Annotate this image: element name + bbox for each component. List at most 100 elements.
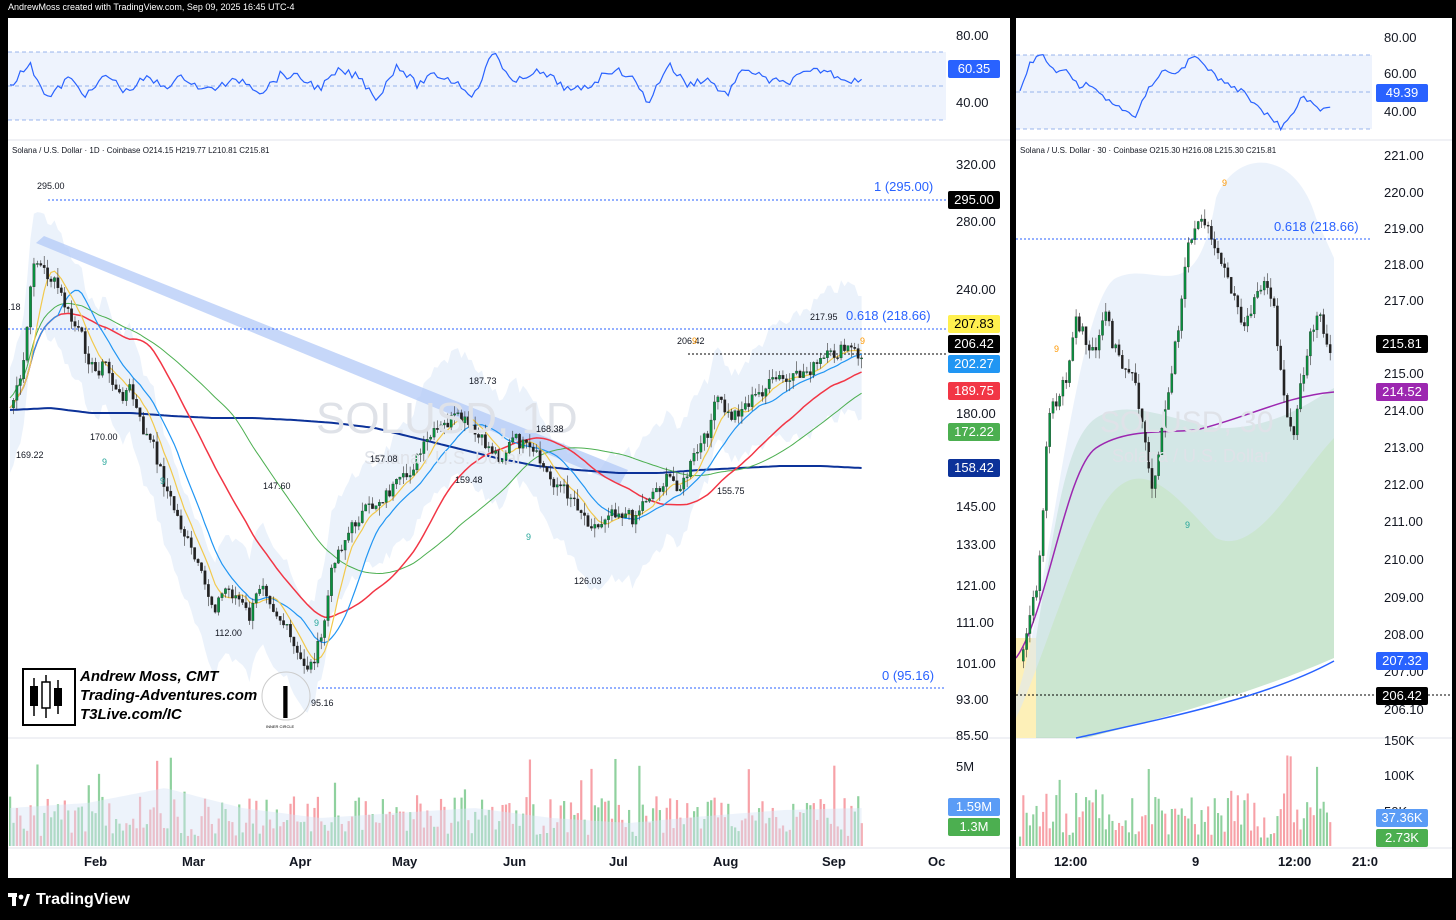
candle-body xyxy=(713,401,716,421)
volume-bar xyxy=(716,817,720,846)
volume-bar xyxy=(1184,815,1187,846)
volume-bar xyxy=(115,819,118,846)
volume-bar xyxy=(771,807,774,846)
volume-bar xyxy=(333,782,337,846)
candle-body xyxy=(555,484,559,488)
volume-bar xyxy=(672,828,675,846)
volume-bar xyxy=(576,813,579,846)
volume-bar xyxy=(12,822,15,846)
volume-bar xyxy=(525,797,528,846)
volume-bar xyxy=(737,831,740,846)
volume-bar xyxy=(1025,812,1028,846)
seq-count-mark: 9 xyxy=(102,457,108,467)
volume-bar xyxy=(768,817,771,846)
volume-bar xyxy=(286,820,289,846)
volume-bar xyxy=(313,807,316,846)
candle-body xyxy=(12,400,15,409)
candle-body xyxy=(196,559,200,563)
price-axis-label: 211.00 xyxy=(1384,514,1423,529)
volume-bar xyxy=(1174,808,1177,846)
price-axis-label: 111.00 xyxy=(956,615,994,630)
inner-circle-logo-icon: I INNER CIRCLE xyxy=(258,668,314,732)
candle-body xyxy=(832,350,836,358)
volume-bar xyxy=(32,815,36,846)
volume-bar xyxy=(1058,779,1061,846)
volume-bar xyxy=(84,831,87,846)
candle-body xyxy=(292,636,296,647)
volume-bar xyxy=(368,814,371,846)
candle-body xyxy=(128,384,132,391)
volume-bar xyxy=(176,816,179,846)
candle-body xyxy=(371,503,374,509)
candle-body xyxy=(808,371,812,376)
candle-body xyxy=(70,308,73,322)
time-axis-label: Sep xyxy=(822,854,846,869)
candle-body xyxy=(460,412,463,424)
intraday-chart-panel[interactable]: Solana / U.S. Dollar · 30 · Coinbase O21… xyxy=(1016,18,1452,878)
daily-chart-canvas[interactable] xyxy=(8,18,1010,878)
volume-bar xyxy=(1032,814,1035,846)
volume-bar xyxy=(166,828,169,846)
candle-body xyxy=(1256,291,1259,298)
candle-body xyxy=(1084,326,1088,346)
volume-bar xyxy=(323,824,326,846)
candle-body xyxy=(696,451,699,454)
daily-chart-panel[interactable]: Solana / U.S. Dollar · 1D · Coinbase O21… xyxy=(8,18,1010,878)
candle-body xyxy=(1097,335,1101,351)
candle-body xyxy=(1322,314,1325,334)
volume-bar xyxy=(118,823,121,846)
candle-body xyxy=(781,375,785,379)
time-axis-label: Mar xyxy=(182,854,206,869)
volume-bar xyxy=(1207,806,1210,846)
volume-bar xyxy=(405,830,408,846)
candle-body xyxy=(203,570,207,585)
volume-bar xyxy=(1256,826,1259,846)
volume-bar xyxy=(361,829,364,846)
volume-bar xyxy=(775,817,778,846)
candle-body xyxy=(1124,368,1127,370)
candle-body xyxy=(822,357,826,359)
candle-body xyxy=(25,326,29,361)
volume-bar xyxy=(268,819,272,846)
candle-body xyxy=(494,450,497,454)
candle-body xyxy=(518,433,521,449)
volume-bar xyxy=(374,822,378,846)
candle-body xyxy=(374,505,378,509)
candle-body xyxy=(596,524,600,528)
volume-bar xyxy=(292,796,296,846)
time-axis-label: 21:0 xyxy=(1352,854,1379,869)
volume-bar xyxy=(665,807,668,846)
candle-body xyxy=(1022,649,1025,662)
volume-bar xyxy=(169,757,172,846)
volume-bar xyxy=(53,811,56,846)
intraday-chart-canvas[interactable] xyxy=(1016,18,1452,878)
volume-bar xyxy=(1035,805,1038,846)
candle-body xyxy=(627,509,631,514)
candle-body xyxy=(1210,226,1213,240)
volume-bar xyxy=(833,765,836,846)
candle-body xyxy=(1200,218,1203,222)
candle-body xyxy=(521,439,525,449)
volume-bar xyxy=(648,822,651,846)
tradingview-brand[interactable]: TradingView xyxy=(8,888,130,912)
volume-bar xyxy=(751,815,754,846)
candle-body xyxy=(624,513,627,518)
volume-bar xyxy=(453,797,456,846)
candle-body xyxy=(299,652,303,660)
price-axis-label: 209.00 xyxy=(1384,590,1424,605)
volume-bar xyxy=(563,801,566,846)
candle-body xyxy=(268,595,272,605)
candle-body xyxy=(655,488,658,493)
candle-body xyxy=(764,388,768,397)
candle-body xyxy=(750,394,754,407)
candle-body xyxy=(856,348,860,359)
candle-body xyxy=(576,498,580,511)
volume-bar xyxy=(829,823,832,846)
candle-body xyxy=(525,439,528,443)
candle-body xyxy=(1299,383,1302,410)
volume-bar xyxy=(651,808,655,846)
candle-body xyxy=(1035,590,1038,598)
volume-bar xyxy=(805,802,809,846)
volume-bar xyxy=(720,802,723,846)
volume-bar xyxy=(467,820,470,846)
